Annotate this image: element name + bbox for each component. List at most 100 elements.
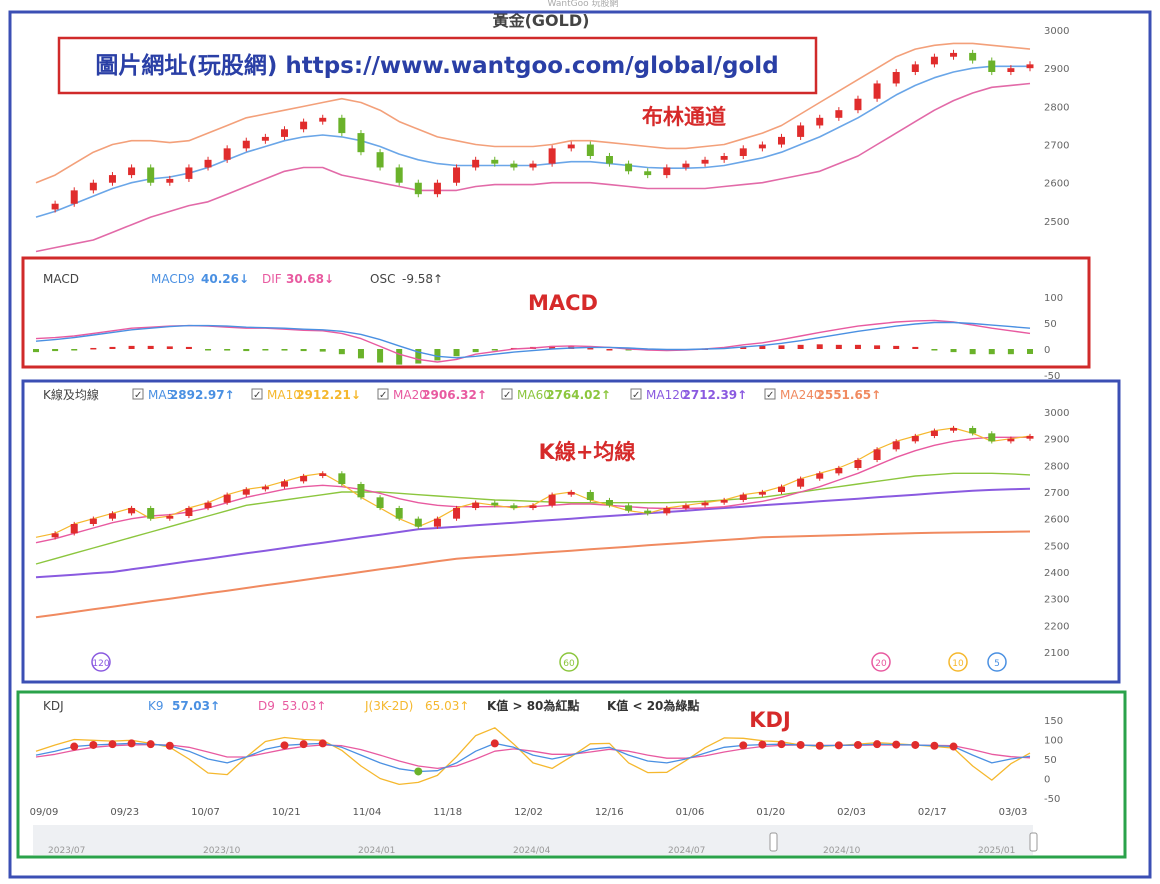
j-legend-value: 65.03↑: [425, 699, 469, 713]
kline-candle-body: [739, 494, 747, 500]
kline-candle-body: [854, 460, 862, 468]
boll-candle-body: [376, 152, 384, 168]
osc-bar: [969, 349, 976, 355]
kline-candle-body: [720, 500, 728, 503]
x-tick-label: 12/16: [595, 807, 624, 818]
kline-candle-body: [835, 468, 843, 474]
ma-period-marker-label: 60: [563, 659, 575, 669]
kline-candle-body: [472, 502, 480, 508]
kline-candle-body: [300, 476, 308, 482]
boll-candle-body: [89, 182, 97, 191]
osc-bar: [472, 349, 479, 353]
ma-legend-name: MA60: [517, 388, 551, 402]
kline-candle-body: [625, 505, 633, 511]
ma-period-marker[interactable]: [559, 652, 579, 672]
kline-candle-body: [166, 516, 174, 519]
osc-bar: [988, 349, 995, 355]
kdj-red-dot: [815, 741, 824, 750]
macd9-legend-value: 40.26↓: [201, 272, 249, 286]
ma-period-marker[interactable]: [948, 652, 968, 672]
d9-legend-name: D9: [258, 699, 275, 713]
boll-candle-body: [70, 190, 78, 204]
ma-period-marker[interactable]: [987, 652, 1007, 672]
ma-period-marker[interactable]: [91, 652, 111, 672]
boll-candle-body: [166, 178, 174, 183]
kline-candle-body: [911, 436, 919, 442]
kdj-y-axis: 150 100 50 0 -50: [1044, 716, 1063, 805]
boll-candle-body: [720, 156, 728, 160]
boll-candle-body: [625, 163, 633, 172]
scroller-tick-label: 2023/10: [203, 846, 241, 856]
ma-checkbox[interactable]: [377, 388, 389, 400]
macd-lines: [35, 319, 1031, 363]
osc-bar: [166, 346, 173, 349]
kline-candle-body: [338, 473, 346, 484]
kdj-tick-label: 100: [1044, 736, 1063, 747]
osc-bar: [931, 349, 938, 351]
outer-frame: [8, 10, 1152, 879]
boll-candle-body: [261, 136, 269, 141]
kdj-red-dot: [127, 739, 136, 748]
osc-legend-name: OSC: [370, 272, 395, 286]
osc-bar: [128, 345, 135, 349]
ma-period-marker[interactable]: [871, 652, 891, 672]
osc-bar: [759, 345, 766, 349]
k9-legend-value: 57.03↑: [172, 699, 220, 713]
ma240-line: [35, 530, 1031, 619]
kdj-red-dot: [777, 740, 786, 749]
x-tick-label: 09/09: [30, 807, 59, 818]
boll-candle-body: [529, 163, 537, 168]
ma-checkbox[interactable]: [501, 388, 513, 400]
scroller-right-handle[interactable]: [1029, 832, 1038, 852]
kdj-x-axis: 09/09 09/23 10/07 10/21 11/04 11/18 12/02 12/16…: [30, 807, 1028, 818]
checkmark-icon: ✓: [503, 390, 511, 401]
scroller-left-handle[interactable]: [769, 832, 778, 852]
ma-checkbox[interactable]: [251, 388, 263, 400]
kline-candle-body: [682, 505, 690, 508]
kline-candle-body: [605, 500, 613, 506]
x-tick-label: 11/18: [433, 807, 462, 818]
boll-candle-body: [472, 159, 480, 168]
boll-candle-body: [357, 133, 365, 153]
kline-tick-label: 2500: [1044, 541, 1069, 552]
kdj-red-dot: [758, 740, 767, 749]
kdj-tick-label: 50: [1044, 755, 1057, 766]
kline-candle-body: [797, 478, 805, 487]
kdj-red-dot: [949, 742, 958, 751]
osc-bar: [625, 349, 632, 351]
osc-bar: [1007, 349, 1014, 355]
j-legend-name: J(3K-2D): [364, 699, 413, 713]
bollinger-tick-label: 2500: [1044, 217, 1069, 228]
ma-legend-name: MA10: [267, 388, 301, 402]
kdj-k-line: [35, 742, 1031, 773]
boll-candle-body: [414, 182, 422, 195]
kdj-red-dot: [490, 739, 499, 748]
kline-candle-body: [644, 510, 652, 514]
kline-tick-label: 2300: [1044, 595, 1069, 606]
boll-lower-line: [35, 82, 1031, 253]
scroller-tick-label: 2025/01: [978, 846, 1015, 856]
boll-candle-body: [567, 144, 575, 149]
ma-checkbox[interactable]: [764, 388, 776, 400]
bollinger-candles: [51, 49, 1034, 213]
time-scroller[interactable]: [33, 825, 1033, 855]
kline-frame: [21, 379, 1121, 684]
osc-bar: [491, 349, 498, 351]
boll-candle-body: [797, 125, 805, 137]
kline-candle-body: [1007, 438, 1015, 442]
osc-bar: [453, 349, 460, 357]
kdj-legend-title: KDJ: [43, 699, 64, 713]
ma-checkbox[interactable]: [132, 388, 144, 400]
boll-candle-body: [682, 163, 690, 168]
boll-candle-body: [873, 83, 881, 99]
ma-legend-value: 2892.97↑: [170, 388, 235, 402]
boll-candle-body: [911, 64, 919, 72]
kline-candle-body: [395, 508, 403, 519]
boll-candle-body: [204, 159, 212, 168]
kline-panel: K線及均線 ✓ MA5 2892.97↑ ✓ MA10 2912.21↓ ✓ MA20 2…: [35, 387, 1069, 672]
ma-checkbox[interactable]: [630, 388, 642, 400]
x-tick-label: 01/06: [676, 807, 705, 818]
checkmark-icon: ✓: [134, 390, 142, 401]
boll-candle-body: [816, 117, 824, 126]
kdj-red-dot: [739, 741, 748, 750]
